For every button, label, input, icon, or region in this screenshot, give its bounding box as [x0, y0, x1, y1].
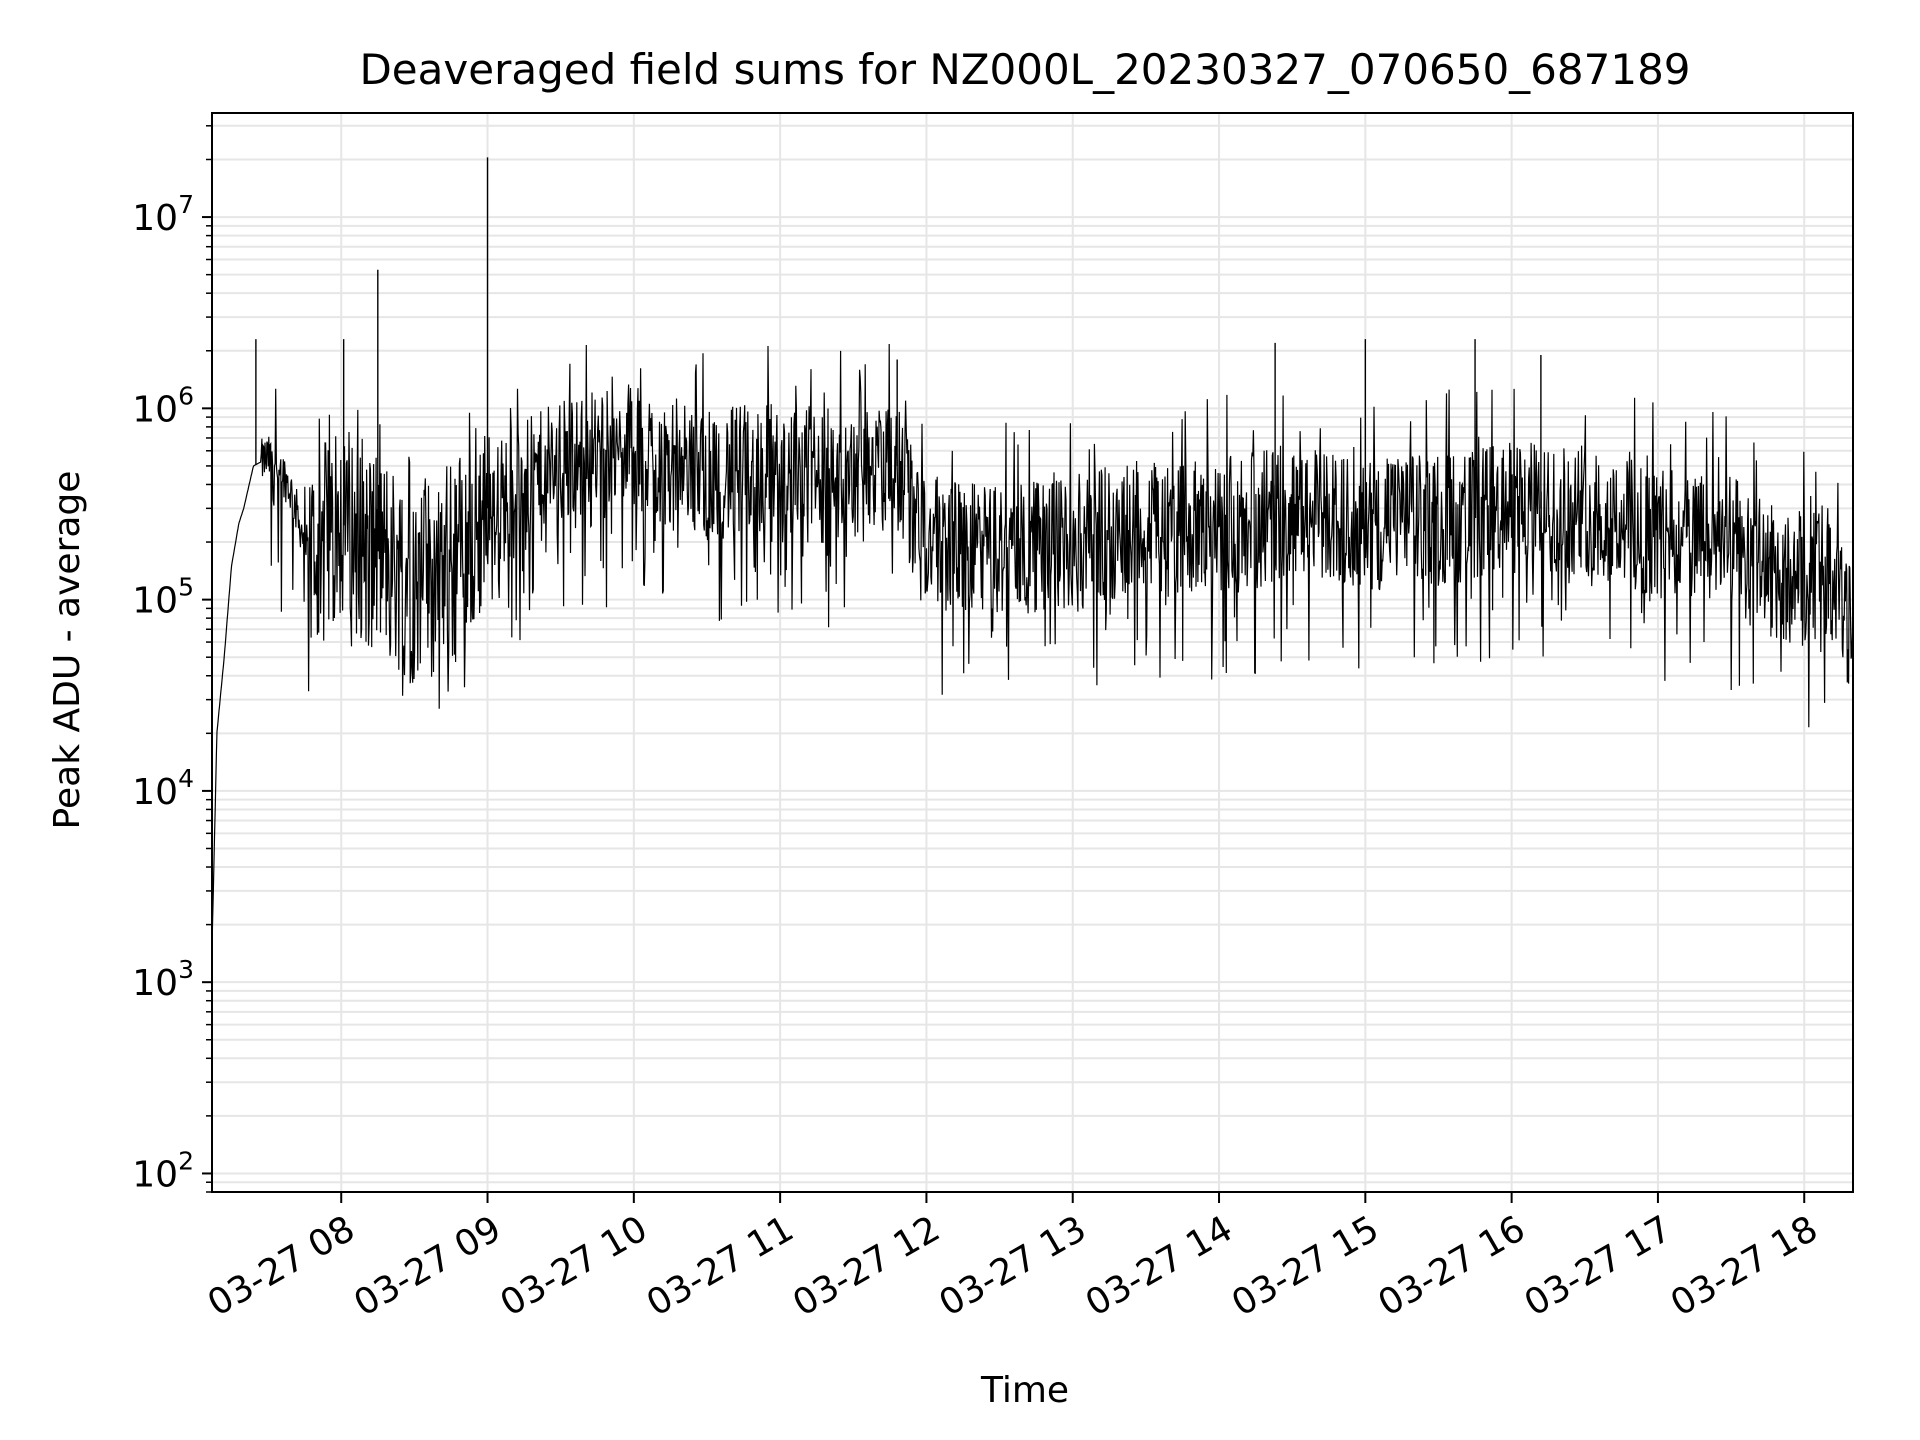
y-tick-label: 105	[132, 573, 194, 622]
y-tick-label-base: 10	[132, 772, 178, 813]
y-axis-label: Peak ADU - average	[47, 471, 88, 830]
y-tick-label-exponent: 2	[178, 1146, 194, 1175]
y-tick-label-base: 10	[132, 198, 178, 239]
y-tick-label-exponent: 6	[178, 381, 194, 410]
y-tick-label-base: 10	[132, 581, 178, 622]
y-tick-label-exponent: 4	[178, 764, 194, 793]
y-tick-label: 103	[132, 955, 194, 1004]
y-tick-label: 102	[132, 1146, 194, 1195]
chart-title: Deaveraged field sums for NZ000L_2023032…	[359, 45, 1690, 94]
y-tick-label-base: 10	[132, 963, 178, 1004]
y-tick-label: 104	[132, 764, 194, 813]
y-tick-label: 107	[132, 190, 194, 239]
y-tick-label-exponent: 3	[178, 955, 194, 984]
y-tick-label-base: 10	[132, 1154, 178, 1195]
y-tick-label-exponent: 7	[178, 190, 194, 219]
y-tick-label-base: 10	[132, 389, 178, 430]
series-line	[211, 343, 1854, 949]
x-axis-label: Time	[980, 1370, 1069, 1411]
y-tick-label-exponent: 5	[178, 573, 194, 602]
plot-frame	[211, 112, 1854, 1193]
data-series	[211, 157, 1854, 949]
y-tick-label: 106	[132, 381, 194, 430]
grid	[212, 113, 1853, 1193]
